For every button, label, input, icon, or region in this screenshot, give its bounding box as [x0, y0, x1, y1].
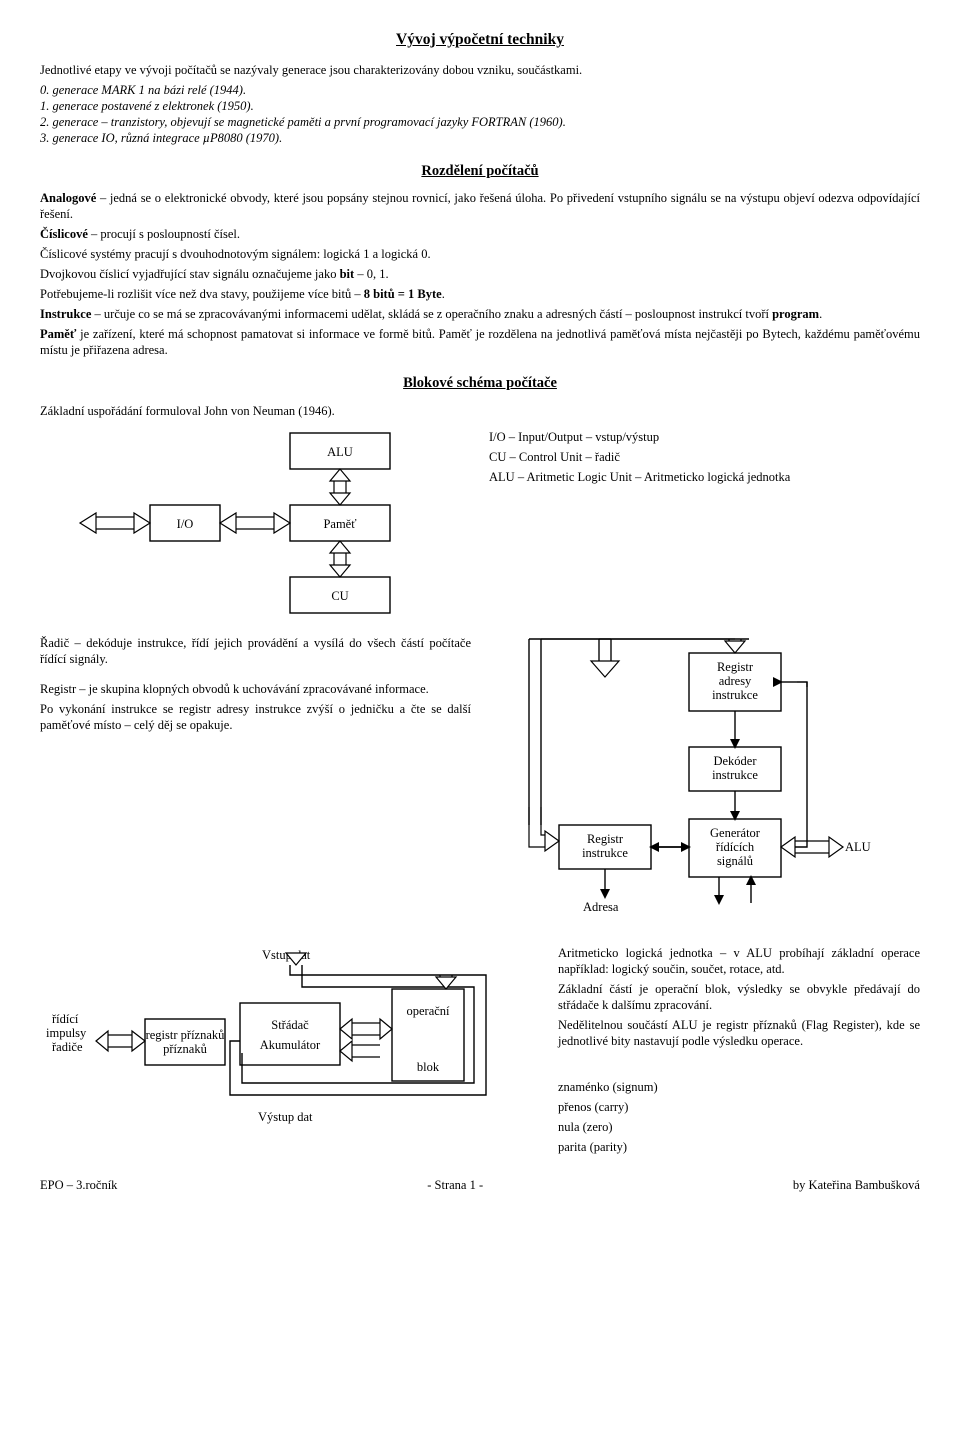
para-pamet: Paměť je zařízení, které má schopnost pa…: [40, 326, 920, 358]
registr-desc-2: Po vykonání instrukce se registr adresy …: [40, 701, 471, 733]
io-desc-1: I/O – Input/Output – vstup/výstup: [489, 429, 920, 445]
label-adresa: Adresa: [583, 900, 619, 914]
node-cu: CU: [331, 589, 348, 603]
diagram-neumann: ALU I/O Paměť CU: [40, 423, 460, 629]
svg-text:Generátor: Generátor: [710, 826, 761, 840]
io-desc-3: ALU – Aritmetic Logic Unit – Aritmeticko…: [489, 469, 920, 485]
svg-text:signálů: signálů: [717, 854, 754, 868]
svg-text:adresy: adresy: [719, 674, 752, 688]
section-title-blokove: Blokové schéma počítače: [40, 374, 920, 393]
radic-desc: Řadič – dekóduje instrukce, řídí jejich …: [40, 635, 471, 667]
svg-text:řídící: řídící: [52, 1012, 79, 1026]
flag-signum: znaménko (signum): [558, 1079, 920, 1095]
section-title-rozdeleni: Rozdělení počítačů: [40, 162, 920, 181]
page-title: Vývoj výpočetní techniky: [40, 30, 920, 50]
registr-desc-1: Registr – je skupina klopných obvodů k u…: [40, 681, 471, 697]
svg-text:příznaků: příznaků: [163, 1042, 207, 1056]
svg-text:Akumulátor: Akumulátor: [260, 1038, 321, 1052]
label-vystup: Výstup dat: [258, 1110, 313, 1124]
alu-desc-3: Nedělitelnou součástí ALU je registr pří…: [558, 1017, 920, 1049]
svg-text:řadiče: řadiče: [52, 1040, 83, 1054]
svg-text:impulsy: impulsy: [46, 1026, 87, 1040]
flag-zero: nula (zero): [558, 1119, 920, 1135]
svg-text:instrukce: instrukce: [712, 688, 758, 702]
svg-text:Registr: Registr: [587, 832, 624, 846]
svg-text:Dekóder: Dekóder: [713, 754, 757, 768]
para-analogove: Analogové – jedná se o elektronické obvo…: [40, 190, 920, 222]
svg-text:Střádač: Střádač: [271, 1018, 309, 1032]
svg-text:řídících: řídících: [716, 840, 755, 854]
diagram-radic: Registr adresy instrukce Dekóder instruk…: [489, 635, 909, 935]
node-reg-adresy-l1: Registr: [717, 660, 754, 674]
para-byte: Potřebujeme-li rozlišit více než dva sta…: [40, 286, 920, 302]
svg-text:instrukce: instrukce: [582, 846, 628, 860]
node-io: I/O: [177, 517, 194, 531]
alu-desc-2: Základní částí je operační blok, výsledk…: [558, 981, 920, 1013]
alu-desc-1: Aritmeticko logická jednotka – v ALU pro…: [558, 945, 920, 977]
footer-center: - Strana 1 -: [427, 1177, 483, 1193]
io-desc-2: CU – Control Unit – řadič: [489, 449, 920, 465]
node-pamet: Paměť: [323, 517, 357, 531]
footer-left: EPO – 3.ročník: [40, 1177, 117, 1193]
svg-text:blok: blok: [417, 1060, 440, 1074]
generation-2: 2. generace – tranzistory, objevují se m…: [40, 114, 920, 130]
intro-paragraph: Jednotlivé etapy ve vývoji počítačů se n…: [40, 62, 920, 78]
para-bit: Dvojkovou číslicí vyjadřující stav signá…: [40, 266, 920, 282]
generation-0: 0. generace MARK 1 na bázi relé (1944).: [40, 82, 920, 98]
label-alu: ALU: [845, 840, 871, 854]
flag-parity: parita (parity): [558, 1139, 920, 1155]
generation-1: 1. generace postavené z elektronek (1950…: [40, 98, 920, 114]
svg-text:operační: operační: [406, 1004, 450, 1018]
page-footer: EPO – 3.ročník - Strana 1 - by Kateřina …: [40, 1177, 920, 1193]
generation-3: 3. generace IO, různá integrace µP8080 (…: [40, 130, 920, 146]
flag-carry: přenos (carry): [558, 1099, 920, 1115]
neumann-line: Základní uspořádání formuloval John von …: [40, 403, 920, 419]
svg-text:registr příznaků: registr příznaků: [146, 1028, 226, 1042]
footer-right: by Kateřina Bambušková: [793, 1177, 920, 1193]
para-cislicove: Číslicové – procují s posloupností čísel…: [40, 226, 920, 242]
para-signal: Číslicové systémy pracují s dvouhodnotov…: [40, 246, 920, 262]
svg-text:instrukce: instrukce: [712, 768, 758, 782]
para-instrukce: Instrukce – určuje co se má se zpracováv…: [40, 306, 920, 322]
diagram-alu: Vstup dat řídící impulsy řadiče registr …: [40, 945, 540, 1145]
node-alu: ALU: [327, 445, 353, 459]
